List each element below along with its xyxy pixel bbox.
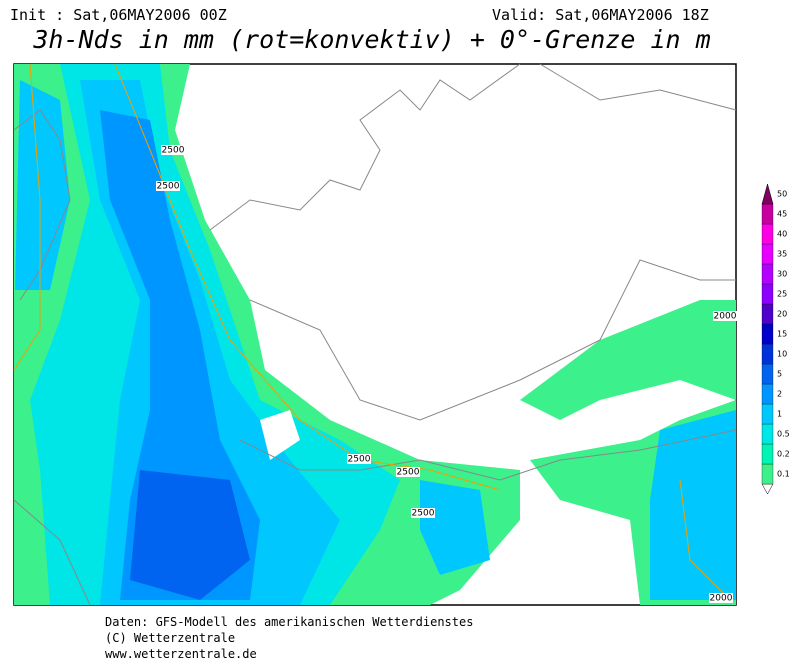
- contour-label-bg: [161, 145, 185, 155]
- legend-label: 30: [777, 270, 787, 279]
- init-time: Init : Sat,06MAY2006 00Z: [10, 6, 227, 24]
- legend-swatch: [761, 463, 774, 485]
- legend-swatch: [761, 423, 774, 445]
- contour-label-bg: [347, 454, 371, 464]
- legend-label: 35: [777, 250, 787, 259]
- legend-label: 20: [777, 310, 787, 319]
- legend-swatch: [761, 343, 774, 365]
- contour-label: 2000: [710, 594, 733, 604]
- legend-swatch: [761, 243, 774, 265]
- contour-label: 2500: [397, 468, 420, 478]
- contour-label: 2000: [714, 312, 737, 322]
- legend-high-cap: [761, 183, 774, 205]
- legend-swatch: [761, 303, 774, 325]
- map-title: 3h-Nds in mm (rot=konvektiv) + 0°-Grenze…: [32, 25, 710, 54]
- legend-label: 2: [777, 390, 782, 399]
- precip-area: [130, 470, 250, 600]
- contour-label: 2500: [157, 182, 180, 192]
- legend-swatch: [761, 403, 774, 425]
- legend-swatch: [761, 363, 774, 385]
- legend-label: 40: [777, 230, 787, 239]
- precip-area: [650, 410, 736, 600]
- contour-label: 2500: [412, 509, 435, 519]
- legend-label: 25: [777, 290, 787, 299]
- footer-url: www.wetterzentrale.de: [105, 647, 257, 661]
- legend-label: 0.1: [777, 470, 790, 479]
- precip-area: [420, 480, 490, 575]
- legend-label: 15: [777, 330, 787, 339]
- legend-swatch: [761, 203, 774, 225]
- precip-area: [15, 80, 70, 290]
- contour-label-bg: [709, 593, 733, 603]
- legend-label: 1: [777, 410, 782, 419]
- legend-label: 10: [777, 350, 787, 359]
- contour-label-bg: [713, 311, 737, 321]
- legend-label: 0.5: [777, 430, 790, 439]
- legend-low-cap: [761, 483, 774, 495]
- footer-copyright: (C) Wetterzentrale: [105, 631, 235, 645]
- coastlines: [13, 63, 737, 606]
- precip-area: [520, 300, 736, 420]
- contour-label: 2500: [162, 146, 185, 156]
- legend-label: 5: [777, 370, 782, 379]
- contour-labels: 2500 2500 2500 2500 2500 2000 2000: [156, 145, 737, 604]
- contour-label-bg: [156, 181, 180, 191]
- map: [13, 63, 737, 606]
- contour-label-bg: [396, 467, 420, 477]
- legend-label: 45: [777, 210, 787, 219]
- legend-swatch: [761, 443, 774, 465]
- footer-source: Daten: GFS-Modell des amerikanischen Wet…: [105, 615, 473, 629]
- legend-label: 0.2: [777, 450, 790, 459]
- legend-swatch: [761, 263, 774, 285]
- legend-swatch: [761, 323, 774, 345]
- legend-label: 50: [777, 190, 787, 199]
- contour-label: 2500: [348, 455, 371, 465]
- legend-swatch: [761, 383, 774, 405]
- legend-swatch: [761, 283, 774, 305]
- dry-pocket: [260, 410, 300, 460]
- valid-time: Valid: Sat,06MAY2006 18Z: [492, 6, 709, 24]
- legend-swatch: [761, 223, 774, 245]
- contour-label-bg: [411, 508, 435, 518]
